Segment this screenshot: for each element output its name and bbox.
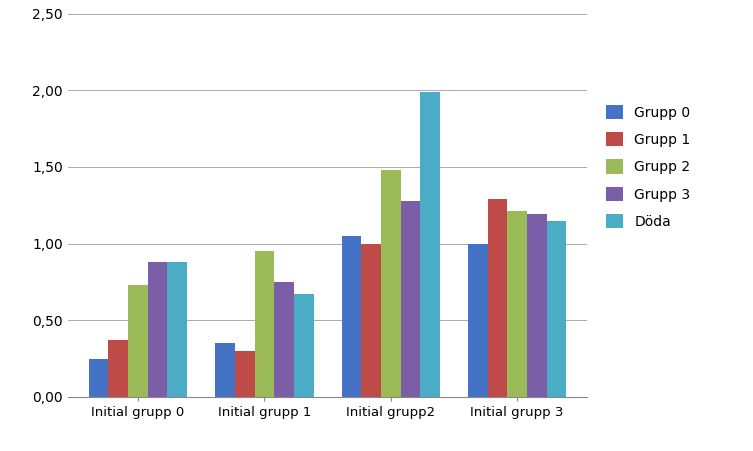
Bar: [89, 359, 108, 397]
Bar: [342, 236, 361, 397]
Bar: [128, 285, 148, 397]
Bar: [215, 343, 235, 397]
Bar: [527, 214, 547, 397]
Bar: [401, 201, 420, 397]
Bar: [294, 294, 313, 397]
Bar: [468, 244, 488, 397]
Bar: [381, 170, 401, 397]
Bar: [547, 221, 566, 397]
Bar: [148, 262, 167, 397]
Bar: [255, 251, 274, 397]
Bar: [361, 244, 381, 397]
Bar: [274, 282, 294, 397]
Legend: Grupp 0, Grupp 1, Grupp 2, Grupp 3, Döda: Grupp 0, Grupp 1, Grupp 2, Grupp 3, Döda: [599, 98, 697, 236]
Bar: [508, 212, 527, 397]
Bar: [235, 351, 255, 397]
Bar: [167, 262, 187, 397]
Bar: [108, 340, 128, 397]
Bar: [420, 92, 440, 397]
Bar: [488, 199, 508, 397]
